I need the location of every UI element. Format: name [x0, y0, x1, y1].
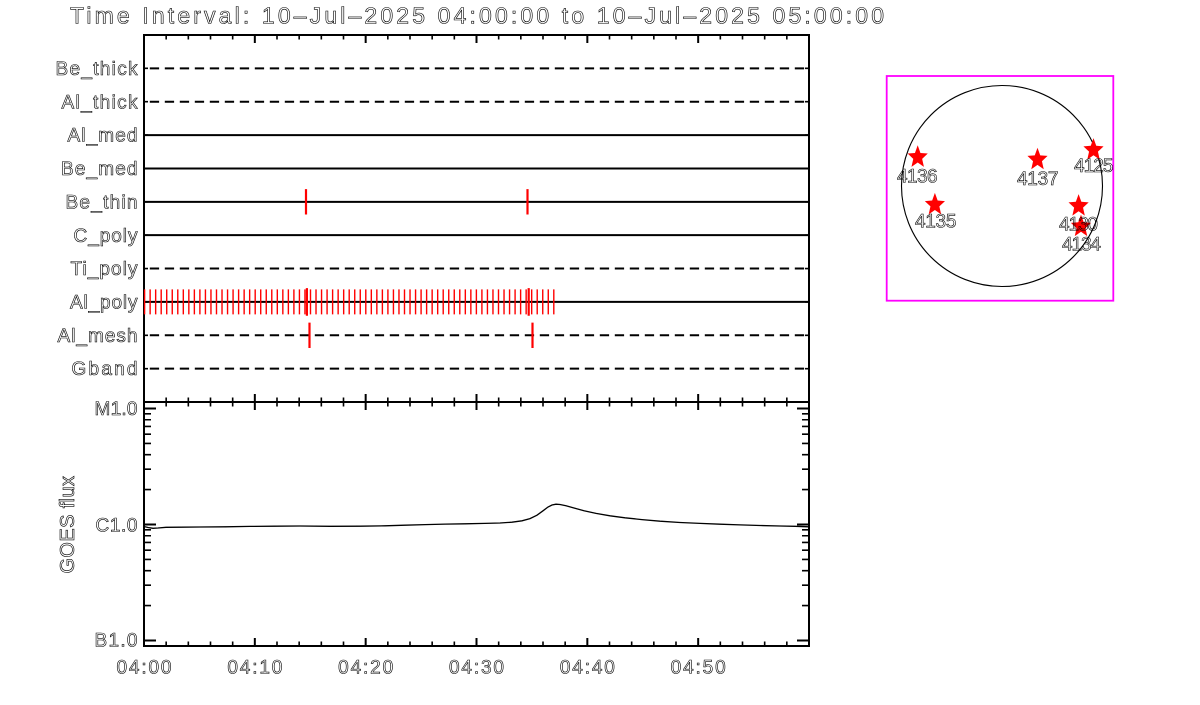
- svg-text:C_poly: C_poly: [74, 226, 139, 247]
- svg-text:C1.0: C1.0: [96, 515, 138, 536]
- svg-text:Be_thin: Be_thin: [66, 192, 138, 213]
- svg-text:B1.0: B1.0: [95, 630, 138, 651]
- svg-text:04:00: 04:00: [117, 657, 172, 678]
- svg-text:04:40: 04:40: [560, 657, 615, 678]
- svg-text:Gband: Gband: [72, 359, 138, 380]
- svg-text:4130: 4130: [1059, 215, 1098, 236]
- svg-text:4136: 4136: [897, 166, 938, 187]
- svg-text:Al_poly: Al_poly: [70, 293, 138, 314]
- svg-text:GOES flux: GOES flux: [57, 476, 79, 574]
- svg-text:Be_thick: Be_thick: [56, 59, 139, 80]
- svg-text:4125: 4125: [1074, 156, 1114, 177]
- svg-text:04:30: 04:30: [449, 657, 504, 678]
- svg-text:4137: 4137: [1017, 169, 1059, 190]
- svg-text:Al_med: Al_med: [68, 126, 138, 147]
- svg-text:04:20: 04:20: [338, 657, 393, 678]
- svg-text:Al_mesh: Al_mesh: [58, 326, 138, 347]
- svg-text:M1.0: M1.0: [95, 399, 138, 420]
- svg-text:04:10: 04:10: [227, 657, 282, 678]
- svg-text:Be_med: Be_med: [61, 159, 138, 180]
- svg-text:Ti_poly: Ti_poly: [71, 259, 139, 280]
- svg-text:04:50: 04:50: [671, 657, 726, 678]
- svg-text:Al_thick: Al_thick: [62, 92, 139, 113]
- svg-text:4135: 4135: [915, 211, 956, 232]
- svg-text:4134: 4134: [1062, 235, 1101, 256]
